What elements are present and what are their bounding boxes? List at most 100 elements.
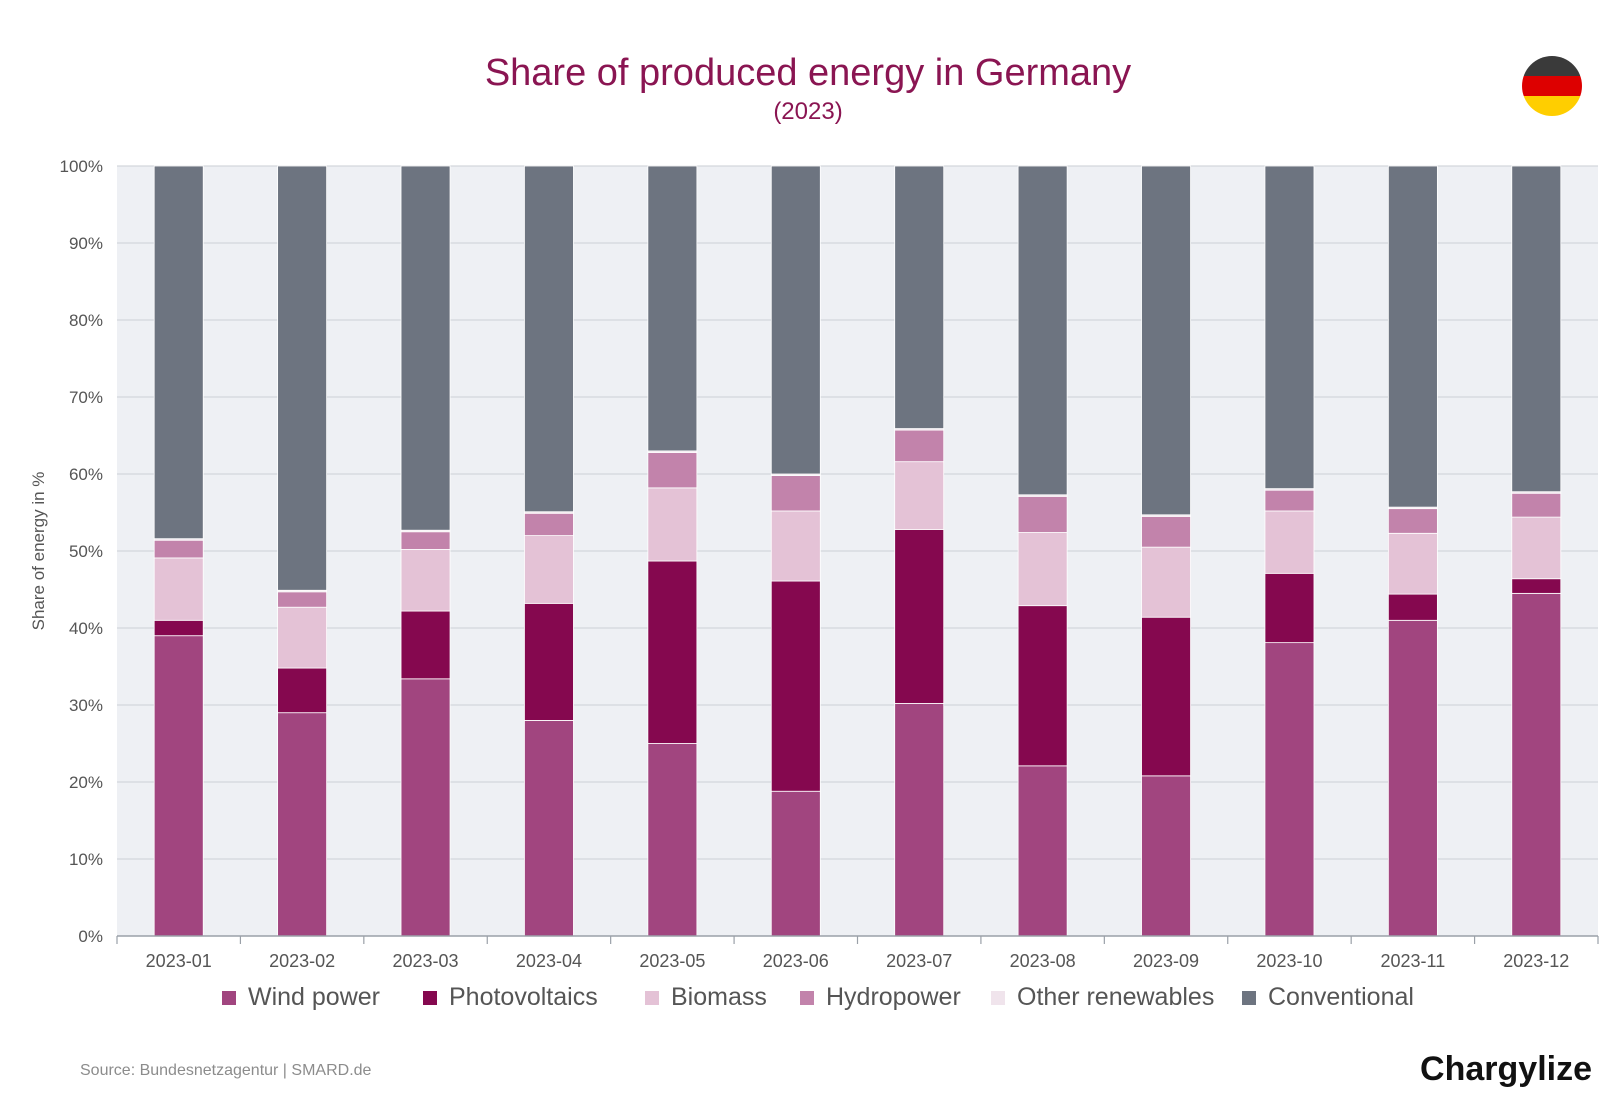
bar-segment — [153, 619, 204, 637]
y-tick-label: 90% — [69, 234, 103, 253]
bar-segment — [277, 606, 328, 669]
x-tick-label: 2023-09 — [1133, 951, 1199, 971]
y-tick-label: 60% — [69, 465, 103, 484]
bar-segment — [1387, 619, 1438, 937]
bar-segment — [400, 165, 451, 531]
bar-segment — [894, 461, 945, 530]
y-tick-label: 100% — [60, 157, 103, 176]
x-tick-label: 2023-11 — [1381, 951, 1446, 971]
y-tick-label: 0% — [78, 927, 103, 946]
bar-segment — [524, 720, 574, 937]
bar-segment — [647, 165, 698, 452]
bar-segment — [277, 591, 328, 608]
x-tick-label: 2023-04 — [516, 951, 582, 971]
y-tick-label: 10% — [69, 850, 103, 869]
chart-subtitle: (2023) — [773, 98, 843, 125]
legend-swatch — [423, 991, 437, 1005]
bar-segment — [1387, 593, 1438, 621]
legend-swatch — [1242, 991, 1256, 1005]
legend-label: Other renewables — [1017, 983, 1214, 1011]
bar-segment — [894, 703, 945, 937]
bar-segment — [400, 531, 451, 550]
flag-stripe-black — [1522, 56, 1582, 76]
bar-segment — [1264, 642, 1315, 937]
legend-swatch — [991, 991, 1005, 1005]
bar-segment — [770, 580, 821, 792]
bar-segment — [1017, 605, 1068, 767]
y-tick-label: 20% — [69, 773, 103, 792]
bar-segment — [153, 635, 204, 937]
bar-segment — [1264, 165, 1315, 490]
bar-segment — [524, 535, 574, 604]
x-tick-label: 2023-12 — [1503, 951, 1569, 971]
legend-swatch — [645, 991, 659, 1005]
bar-segment — [1511, 592, 1562, 937]
x-tick-label: 2023-07 — [886, 951, 952, 971]
bar-segment — [1141, 775, 1191, 937]
bar-segment — [647, 452, 698, 489]
bar-segment — [400, 549, 451, 612]
flag-stripe-red — [1522, 76, 1582, 96]
legend-swatch — [222, 991, 236, 1005]
bar-segment — [1264, 510, 1315, 574]
legend-label: Wind power — [248, 983, 380, 1011]
brand-logo: Chargylize — [1420, 1050, 1592, 1088]
y-tick-label: 30% — [69, 696, 103, 715]
bar-segment — [1017, 765, 1068, 937]
x-tick-label: 2023-02 — [269, 951, 335, 971]
x-tick-label: 2023-06 — [763, 951, 829, 971]
bar-segment — [1017, 495, 1068, 533]
bar-segment — [770, 790, 821, 937]
bar-segment — [1387, 165, 1438, 508]
bar-segment — [277, 667, 328, 714]
bar-segment — [894, 429, 945, 463]
bar-segment — [647, 743, 698, 937]
bar-segment — [524, 512, 574, 537]
bar-segment — [1141, 616, 1191, 777]
legend-label: Photovoltaics — [449, 983, 598, 1011]
chart-title: Share of produced energy in Germany — [484, 52, 1132, 94]
stacked-bar-chart: 0% 10% 20% 30% 40% 50% 60% 70% 80% 90% 100% Share o… — [29, 157, 1599, 1011]
bar-segment — [400, 678, 451, 937]
bar-segment — [647, 487, 698, 562]
germany-flag-icon — [1522, 56, 1582, 116]
bar-segment — [1511, 165, 1562, 493]
bar-segment — [1387, 532, 1438, 595]
bar-segment — [1264, 572, 1315, 644]
bar-segment — [770, 165, 821, 475]
bar-segment — [1387, 508, 1438, 534]
bar-segment — [153, 165, 204, 540]
y-tick-label: 40% — [69, 619, 103, 638]
bar-segment — [1511, 516, 1562, 580]
legend-label: Conventional — [1268, 983, 1414, 1011]
flag-stripe-gold — [1522, 96, 1582, 116]
y-tick-label: 50% — [69, 542, 103, 561]
bar-segment — [1511, 492, 1562, 518]
x-tick-label: 2023-10 — [1256, 951, 1322, 971]
bar-segment — [277, 712, 328, 937]
x-tick-label: 2023-03 — [393, 951, 459, 971]
x-tick-label: 2023-05 — [639, 951, 705, 971]
bar-segment — [894, 529, 945, 704]
legend-label: Hydropower — [826, 983, 961, 1011]
bar-segment — [524, 165, 574, 513]
x-tick-label: 2023-01 — [146, 951, 212, 971]
bar-segment — [524, 602, 574, 721]
bar-segment — [1017, 532, 1068, 607]
bar-segment — [1017, 165, 1068, 496]
bar-segment — [1264, 489, 1315, 512]
bar-segment — [770, 510, 821, 582]
bar-segment — [770, 475, 821, 512]
legend-swatch — [800, 991, 814, 1005]
bar-segment — [894, 165, 945, 429]
bar-segment — [400, 610, 451, 680]
y-tick-label: 70% — [69, 388, 103, 407]
legend-label: Biomass — [671, 983, 767, 1011]
bar-segment — [1141, 165, 1191, 516]
x-tick-label: 2023-08 — [1010, 951, 1076, 971]
y-tick-label: 80% — [69, 311, 103, 330]
bar-segment — [1511, 578, 1562, 594]
source-note: Source: Bundesnetzagentur | SMARD.de — [80, 1062, 372, 1079]
bar-segment — [277, 165, 328, 591]
bar-segment — [1141, 546, 1191, 618]
